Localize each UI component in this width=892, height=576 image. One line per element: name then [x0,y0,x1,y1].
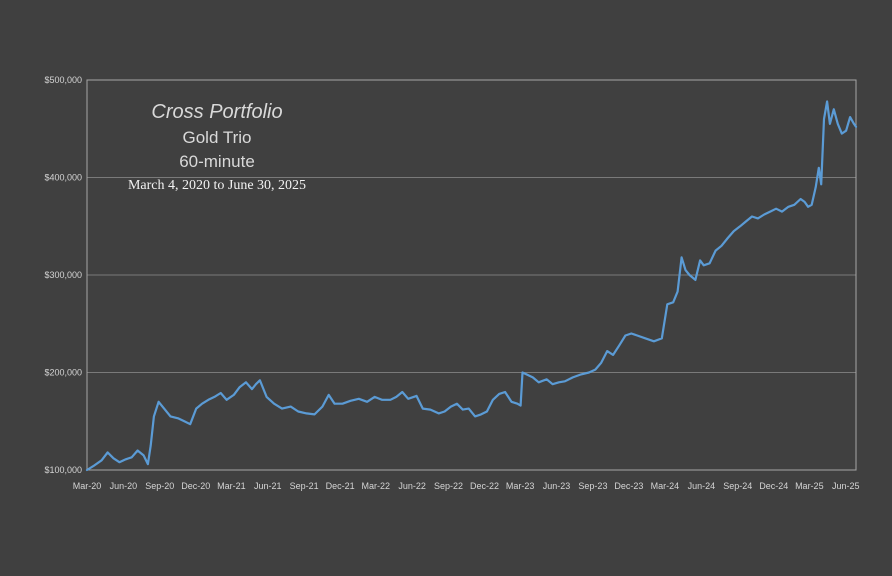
x-tick-label: Dec-22 [470,481,499,491]
plot-area-frame [86,79,857,471]
x-tick-label: Mar-20 [73,481,102,491]
y-axis-ticks: $100,000 $200,000 $300,000 $400,000 $500,000 [44,75,82,475]
x-tick-label: Jun-20 [110,481,138,491]
y-tick-label: $500,000 [44,75,82,85]
x-tick-label: Jun-21 [254,481,282,491]
series-line-equity [85,100,858,472]
chart-subtitle-line-2: 60-minute [179,152,255,171]
chart-subtitle-line-1: Gold Trio [183,128,252,147]
x-tick-label: Sep-21 [290,481,319,491]
x-tick-label: Sep-24 [723,481,752,491]
x-tick-label: Mar-25 [795,481,824,491]
x-axis-ticks: Mar-20 Jun-20 Sep-20 Dec-20 Mar-21 Jun-21 Sep-… [73,481,860,491]
x-tick-label: Jun-23 [543,481,571,491]
chart-title: Cross Portfolio [151,101,282,123]
x-tick-label: Jun-25 [832,481,860,491]
x-tick-label: Dec-24 [759,481,788,491]
x-tick-label: Dec-21 [326,481,355,491]
y-tick-label: $200,000 [44,368,82,378]
x-tick-label: Sep-22 [434,481,463,491]
x-tick-label: Jun-22 [398,481,426,491]
x-tick-label: Sep-23 [578,481,607,491]
x-tick-label: Dec-20 [181,481,210,491]
x-tick-label: Mar-22 [362,481,391,491]
y-tick-label: $100,000 [44,465,82,475]
x-tick-label: Mar-23 [506,481,535,491]
x-tick-label: Jun-24 [688,481,716,491]
x-tick-label: Dec-23 [614,481,643,491]
chart-subtitle-line-3: March 4, 2020 to June 30, 2025 [128,178,306,193]
gridlines [87,177,856,373]
x-tick-label: Sep-20 [145,481,174,491]
y-tick-label: $400,000 [44,173,82,183]
x-tick-label: Mar-21 [217,481,246,491]
chart-title-block: Cross Portfolio Gold Trio 60-minute Marc… [128,101,306,193]
y-tick-label: $300,000 [44,270,82,280]
x-tick-label: Mar-24 [651,481,680,491]
